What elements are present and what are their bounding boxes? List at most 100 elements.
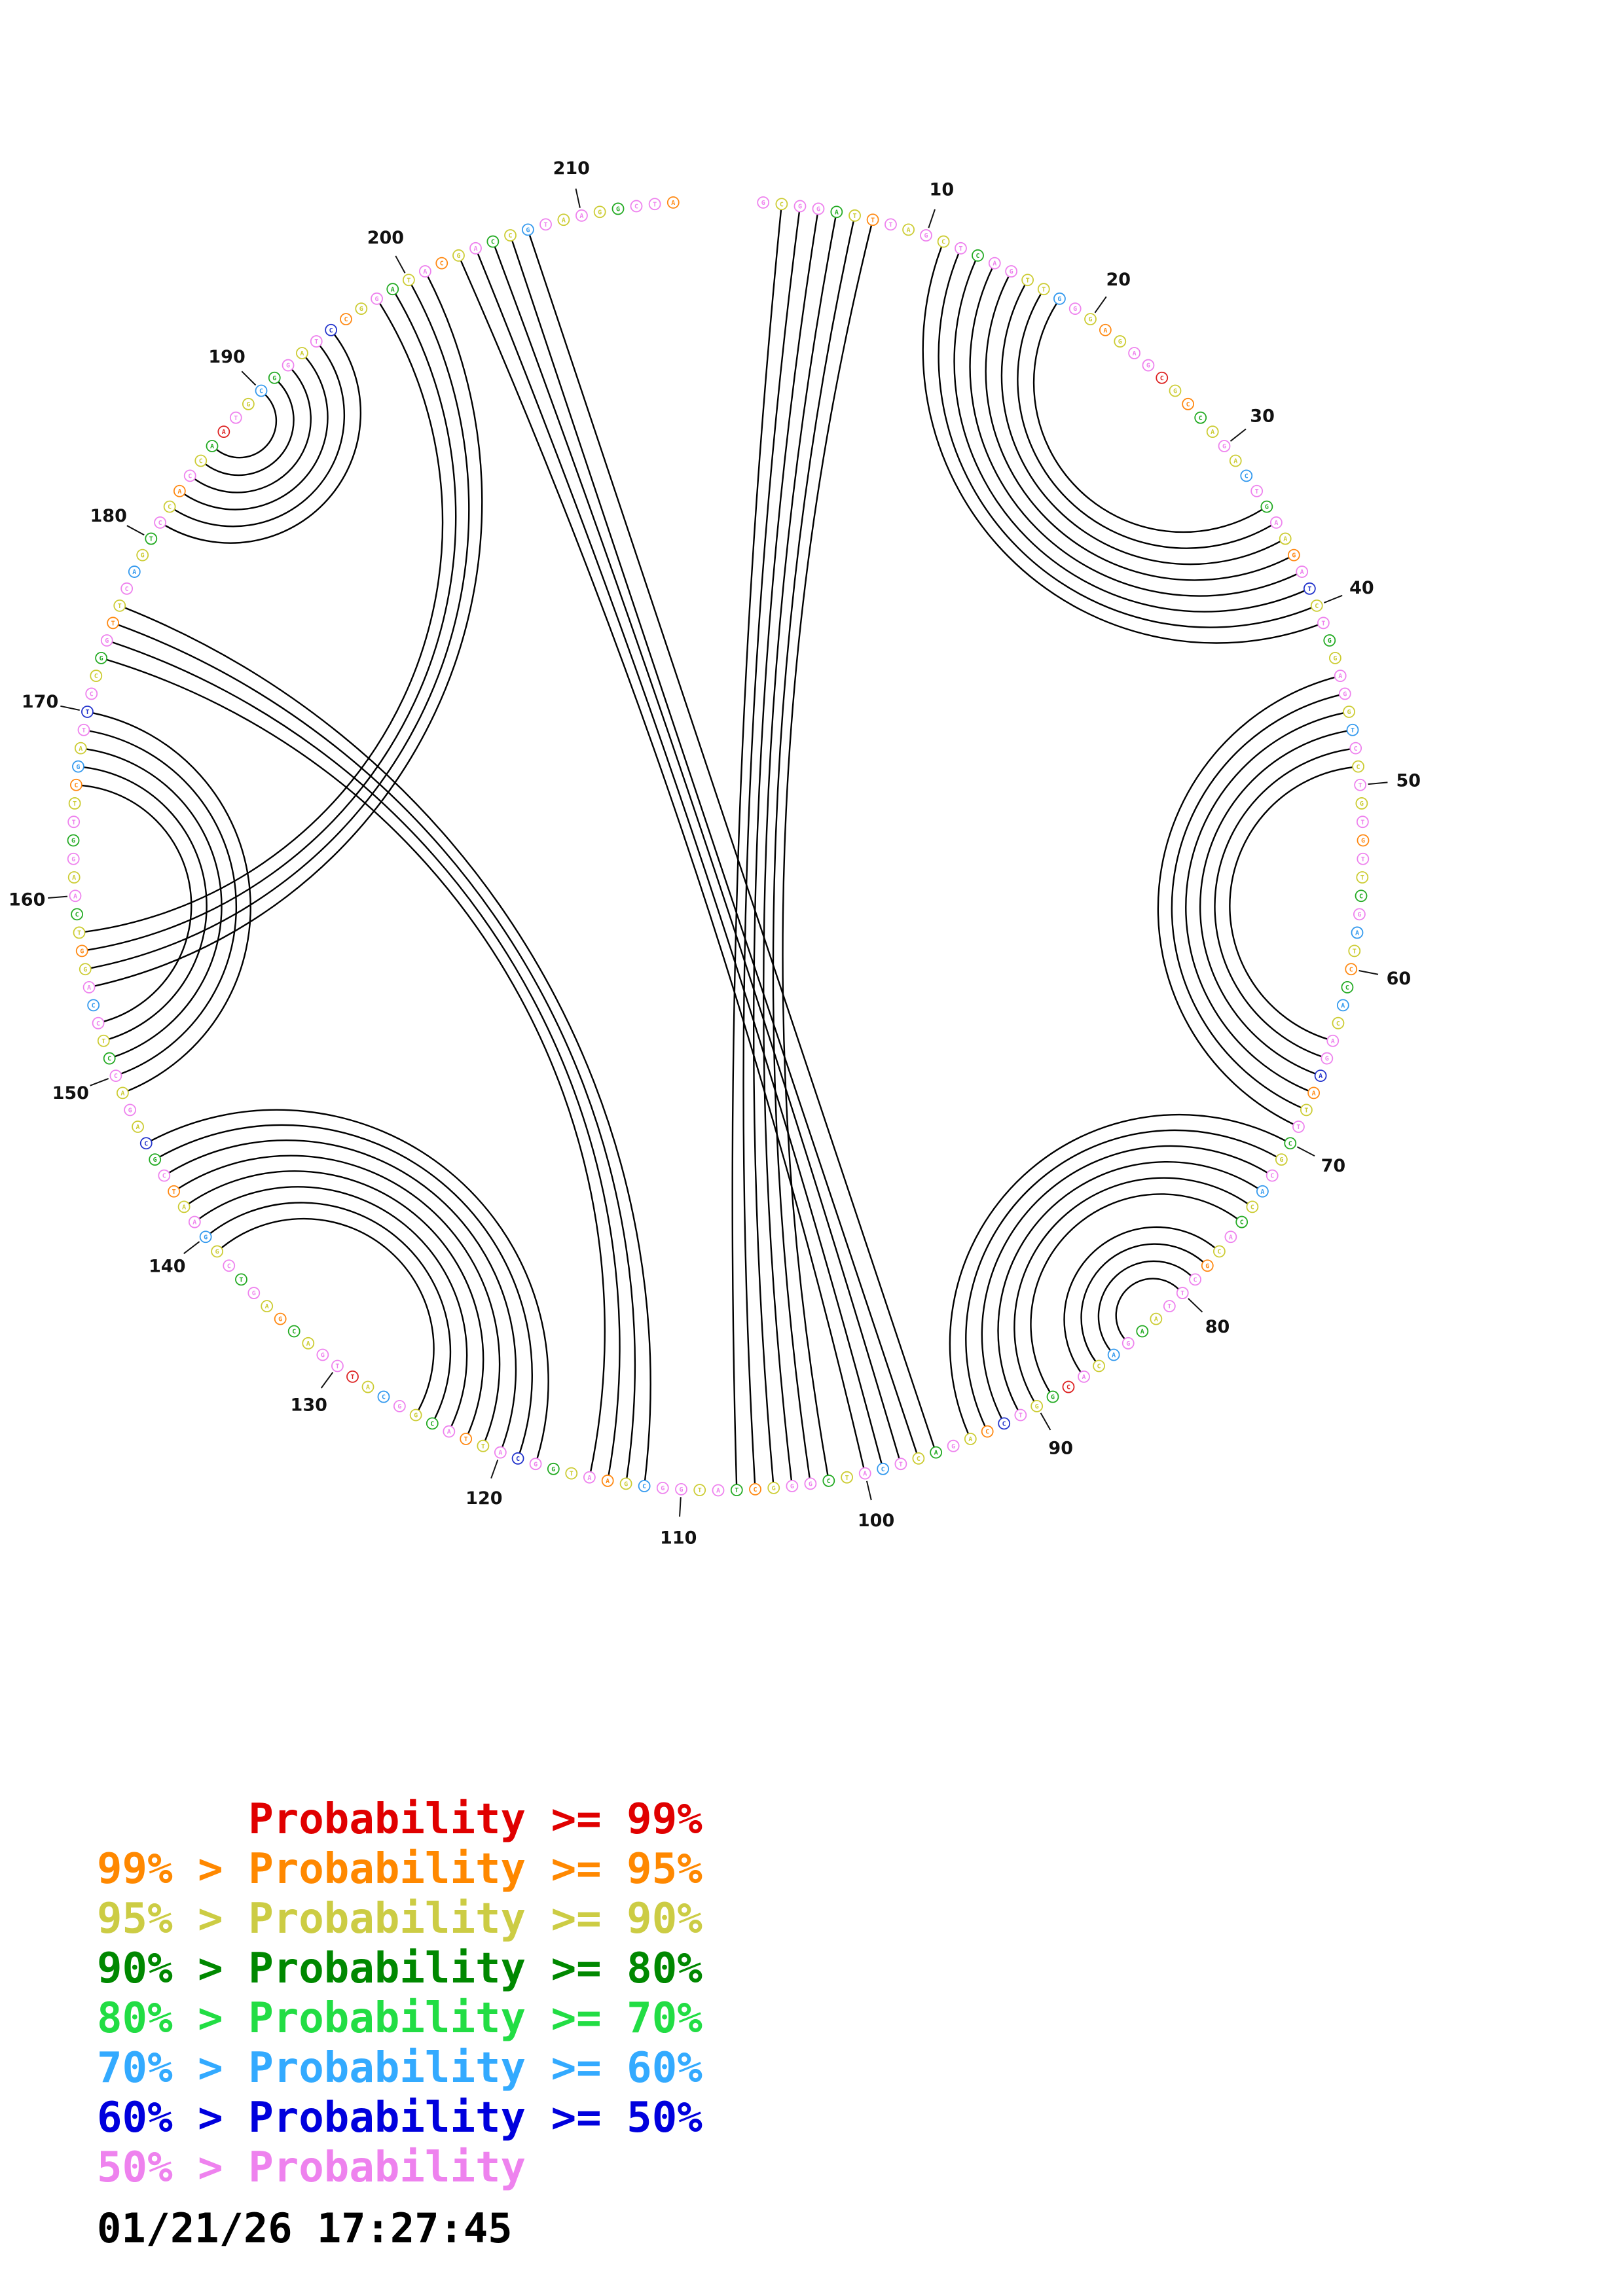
nucleotide-letter: G (761, 200, 765, 207)
nucleotide-letter: T (1360, 819, 1364, 826)
nucleotide-dot (443, 1425, 456, 1438)
legend-line: 80% > Probability >= 70% (97, 1994, 702, 2043)
nucleotide-dot (67, 834, 80, 847)
nucleotide-dot (81, 706, 94, 718)
nucleotide-letter: C (1270, 1173, 1274, 1180)
nucleotide-dot (1317, 617, 1330, 630)
nucleotide-letter: A (132, 569, 136, 576)
nucleotide-letter: T (1360, 874, 1364, 882)
nucleotide-letter: C (827, 1478, 831, 1485)
nucleotide-dot (68, 797, 81, 810)
nucleotide-dot (1163, 1300, 1176, 1313)
nucleotide-letter: T (1180, 1290, 1184, 1297)
base-pair-arc (188, 1170, 484, 1434)
nucleotide-dot (1354, 778, 1367, 791)
nucleotide-dot (79, 963, 92, 976)
tick-line (1324, 594, 1343, 603)
nucleotide-letter: C (508, 232, 512, 240)
nucleotide-letter: A (934, 1450, 938, 1457)
nucleotide-dot (87, 999, 100, 1012)
nucleotide-letter: C (382, 1394, 386, 1401)
nucleotide-dot (128, 565, 141, 578)
base-pair-arc (87, 293, 457, 951)
nucleotide-dot (1128, 347, 1141, 359)
nucleotide-letter: A (87, 984, 91, 992)
nucleotide-dot (72, 760, 84, 773)
tick-label: 70 (1321, 1156, 1346, 1176)
nucleotide-dot (69, 889, 82, 903)
base-pair-arc (949, 1113, 1286, 1434)
nucleotide-dot (1338, 687, 1351, 700)
nucleotide-dot (158, 1169, 171, 1182)
nucleotide-letter: A (835, 209, 839, 216)
nucleotide-letter: C (162, 1173, 166, 1180)
nucleotide-letter: C (1354, 745, 1358, 753)
base-pair-arc (124, 607, 651, 1480)
nucleotide-letter: C (1336, 1020, 1340, 1028)
nucleotide-letter: T (1361, 856, 1365, 863)
nucleotide-dot (611, 202, 625, 215)
nucleotide-letter: C (92, 1003, 96, 1010)
nucleotide-dot (1326, 1034, 1340, 1047)
nucleotide-letter: C (754, 1486, 757, 1494)
base-pair-arc (782, 225, 873, 1475)
nucleotide-letter: C (634, 204, 638, 211)
nucleotide-dot (964, 1433, 977, 1445)
nucleotide-letter: G (1265, 504, 1269, 511)
nucleotide-dot (666, 196, 680, 209)
nucleotide-letter: G (204, 1234, 208, 1241)
nucleotide-letter: G (141, 552, 145, 560)
nucleotide-dot (1250, 484, 1264, 497)
nucleotide-letter: A (1283, 536, 1287, 543)
nucleotide-letter: G (1051, 1394, 1055, 1401)
nucleotide-dot (371, 292, 383, 305)
base-pair-arc (221, 1217, 435, 1410)
nucleotide-dot (1122, 1336, 1135, 1350)
probability-legend: Probability >= 99% 99% > Probability >= … (97, 1795, 702, 2193)
nucleotide-letter: G (624, 1480, 628, 1488)
base-pair-arc (997, 1160, 1258, 1410)
nucleotide-letter: G (1347, 709, 1351, 716)
nucleotide-letter: C (1002, 1421, 1006, 1428)
nucleotide-letter: A (1274, 520, 1278, 527)
base-pair-arc (84, 766, 208, 1040)
nucleotide-letter: G (272, 375, 276, 382)
nucleotide-letter: T (335, 1363, 339, 1371)
nucleotide-dot (247, 1287, 261, 1299)
nucleotide-letter: G (397, 1403, 401, 1410)
nucleotide-letter: C (1349, 966, 1353, 973)
tick-line (1296, 1146, 1315, 1157)
nucleotide-letter: A (72, 874, 76, 882)
timestamp: 01/21/26 17:27:45 (97, 2204, 513, 2252)
base-pair-arc (494, 247, 900, 1459)
nucleotide-letter: C (491, 239, 495, 246)
base-pair-arc (731, 209, 782, 1484)
nucleotide-dot (1194, 411, 1207, 424)
nucleotide-dot (1300, 1103, 1313, 1117)
legend-line: Probability >= 99% (97, 1795, 702, 1844)
nucleotide-letter: G (816, 206, 820, 213)
base-pair-arc (1032, 303, 1262, 533)
nucleotide-dot (206, 440, 219, 452)
nucleotide-letter: C (1217, 1249, 1221, 1256)
nucleotide-letter: A (177, 488, 181, 495)
nucleotide-letter: T (101, 1038, 105, 1045)
nucleotide-letter: T (698, 1487, 702, 1494)
nucleotide-dot (656, 1481, 669, 1494)
nucleotide-dot (1287, 548, 1300, 562)
base-pair-arc (89, 730, 238, 1075)
nucleotide-dot (866, 213, 879, 226)
base-pair-arc (1199, 730, 1347, 1075)
nucleotide-letter: C (168, 504, 172, 511)
nucleotide-letter: T (73, 800, 77, 808)
nucleotide-dot (361, 1380, 374, 1393)
nucleotide-letter: G (153, 1157, 157, 1164)
nucleotide-dot (74, 742, 87, 755)
nucleotide-dot (95, 651, 108, 664)
tick-label: 20 (1106, 270, 1131, 290)
nucleotide-letter: T (1255, 488, 1259, 495)
nucleotide-dot (211, 1245, 224, 1258)
nucleotide-letter: A (391, 286, 395, 293)
base-pair-arc (460, 260, 865, 1468)
nucleotide-letter: G (128, 1107, 132, 1114)
